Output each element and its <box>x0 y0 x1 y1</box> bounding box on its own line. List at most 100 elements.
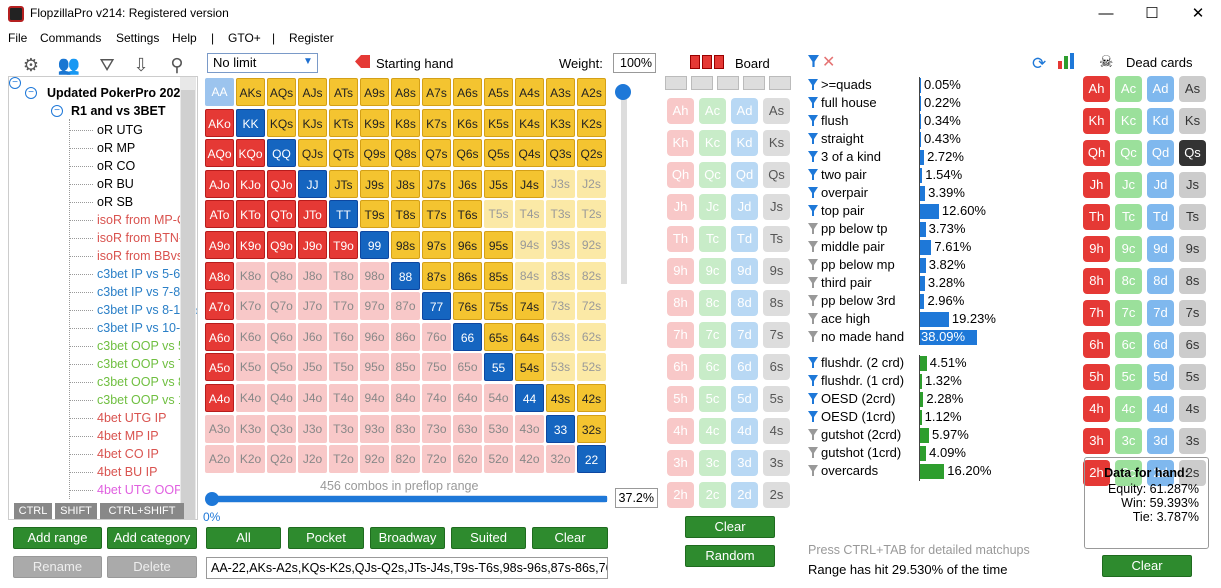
hand-cell-K4s[interactable]: K4s <box>515 108 544 137</box>
chart-icon[interactable] <box>1058 53 1076 69</box>
board-card-4d[interactable]: 4d <box>731 418 758 444</box>
board-card-8d[interactable]: 8d <box>731 290 758 316</box>
board-card-Qc[interactable]: Qc <box>699 162 726 188</box>
hand-cell-KTo[interactable]: KTo <box>236 200 265 229</box>
board-card-6h[interactable]: 6h <box>667 354 694 380</box>
hand-cell-K2o[interactable]: K2o <box>236 445 265 474</box>
dead-card-8h[interactable]: 8h <box>1083 268 1110 294</box>
close-button[interactable]: ✕ <box>1191 5 1205 22</box>
weight-slider-track[interactable] <box>621 92 627 284</box>
hand-cell-J9o[interactable]: J9o <box>298 231 327 259</box>
tree-item[interactable]: c3bet OOP vs 12 <box>97 393 192 407</box>
hand-cell-K5s[interactable]: K5s <box>484 108 513 137</box>
board-card-6s[interactable]: 6s <box>763 354 790 380</box>
hand-cell-K6o[interactable]: K6o <box>236 322 265 351</box>
hand-cell-K7s[interactable]: K7s <box>422 108 451 137</box>
board-card-5s[interactable]: 5s <box>763 386 790 412</box>
hand-cell-92s[interactable]: 92s <box>577 231 606 259</box>
hand-cell-A7s[interactable]: A7s <box>422 78 451 106</box>
filter-icon[interactable] <box>808 133 818 144</box>
board-slot[interactable] <box>769 76 791 90</box>
board-card-7h[interactable]: 7h <box>667 322 694 348</box>
hand-cell-T8s[interactable]: T8s <box>391 200 420 229</box>
stat-row[interactable]: ace high <box>808 311 870 329</box>
dead-card-4c[interactable]: 4c <box>1115 396 1142 422</box>
filter-icon[interactable] <box>808 187 818 198</box>
dead-card-Js[interactable]: Js <box>1179 172 1206 198</box>
board-card-7s[interactable]: 7s <box>763 322 790 348</box>
hand-cell-KJs[interactable]: KJs <box>298 108 327 137</box>
menu-help[interactable]: Help <box>172 31 197 45</box>
board-card-Js[interactable]: Js <box>763 194 790 220</box>
stat-row[interactable]: 3 of a kind <box>808 149 881 167</box>
hand-cell-73o[interactable]: 73o <box>422 414 451 443</box>
hand-cell-85o[interactable]: 85o <box>391 353 420 382</box>
stat-row[interactable]: full house <box>808 95 877 113</box>
hand-cell-ATs[interactable]: ATs <box>329 78 358 106</box>
import-icon[interactable]: ⇩ <box>133 55 149 75</box>
hand-cell-AKo[interactable]: AKo <box>205 108 234 137</box>
hand-cell-55[interactable]: 55 <box>484 353 513 382</box>
hand-cell-J6s[interactable]: J6s <box>453 169 482 198</box>
hand-cell-53s[interactable]: 53s <box>546 353 575 382</box>
tree-item[interactable]: c3bet OOP vs 5-6 <box>97 339 197 353</box>
hand-cell-85s[interactable]: 85s <box>484 261 513 290</box>
chevron-down-icon[interactable]: ▼ <box>303 56 313 67</box>
dead-card-5h[interactable]: 5h <box>1083 364 1110 390</box>
hand-cell-Q5s[interactable]: Q5s <box>484 139 513 168</box>
hand-cell-T4s[interactable]: T4s <box>515 200 544 229</box>
tree-item[interactable]: oR CO <box>97 159 136 173</box>
menu-commands[interactable]: Commands <box>40 31 102 45</box>
hand-cell-A6s[interactable]: A6s <box>453 78 482 106</box>
dead-card-Kd[interactable]: Kd <box>1147 108 1174 134</box>
dead-card-2c[interactable]: 2c <box>1115 460 1142 486</box>
minimize-button[interactable]: — <box>1098 5 1114 22</box>
hand-cell-75o[interactable]: 75o <box>422 353 451 382</box>
hand-cell-Q2s[interactable]: Q2s <box>577 139 606 168</box>
hand-cell-T7o[interactable]: T7o <box>329 292 358 321</box>
hand-cell-62s[interactable]: 62s <box>577 322 606 351</box>
hand-cell-65s[interactable]: 65s <box>484 322 513 351</box>
board-card-8c[interactable]: 8c <box>699 290 726 316</box>
board-card-Td[interactable]: Td <box>731 226 758 252</box>
filter-icon[interactable] <box>808 411 818 422</box>
dead-card-7c[interactable]: 7c <box>1115 300 1142 326</box>
hand-cell-87o[interactable]: 87o <box>391 292 420 321</box>
hand-cell-87s[interactable]: 87s <box>422 261 451 290</box>
hand-cell-A9o[interactable]: A9o <box>205 231 234 259</box>
filter-icon[interactable] <box>808 151 818 162</box>
dead-card-Qd[interactable]: Qd <box>1147 140 1174 166</box>
hand-cell-J7s[interactable]: J7s <box>422 169 451 198</box>
hand-cell-ATo[interactable]: ATo <box>205 200 234 229</box>
hand-cell-A4o[interactable]: A4o <box>205 384 234 412</box>
hand-cell-62o[interactable]: 62o <box>453 445 482 474</box>
board-card-9d[interactable]: 9d <box>731 258 758 284</box>
dead-card-6d[interactable]: 6d <box>1147 332 1174 358</box>
board-card-Jh[interactable]: Jh <box>667 194 694 220</box>
hand-cell-AA[interactable]: AA <box>205 78 234 106</box>
tree-item[interactable]: c3bet IP vs 5-6% <box>97 267 192 281</box>
dead-card-As[interactable]: As <box>1179 76 1206 102</box>
hand-cell-96o[interactable]: 96o <box>360 322 389 351</box>
hand-cell-77[interactable]: 77 <box>422 292 451 321</box>
hand-cell-JTs[interactable]: JTs <box>329 169 358 198</box>
hand-cell-A8s[interactable]: A8s <box>391 78 420 106</box>
hand-cell-98s[interactable]: 98s <box>391 231 420 259</box>
board-card-Ac[interactable]: Ac <box>699 98 726 124</box>
hand-cell-T2o[interactable]: T2o <box>329 445 358 474</box>
rename-button[interactable]: Rename <box>13 556 102 578</box>
hand-cell-T9o[interactable]: T9o <box>329 231 358 259</box>
gear-icon[interactable]: ⚙ <box>22 55 40 75</box>
dead-card-7d[interactable]: 7d <box>1147 300 1174 326</box>
hand-cell-J4s[interactable]: J4s <box>515 169 544 198</box>
filter-icon[interactable] <box>808 277 818 288</box>
board-slot[interactable] <box>691 76 713 90</box>
tree-item[interactable]: oR BU <box>97 177 134 191</box>
board-card-4c[interactable]: 4c <box>699 418 726 444</box>
hand-cell-63s[interactable]: 63s <box>546 322 575 351</box>
hand-cell-43s[interactable]: 43s <box>546 384 575 412</box>
stat-row[interactable]: third pair <box>808 275 872 293</box>
filter-icon[interactable] <box>808 357 818 368</box>
dead-clear-button[interactable]: Clear <box>1102 555 1192 577</box>
board-card-Kc[interactable]: Kc <box>699 130 726 156</box>
